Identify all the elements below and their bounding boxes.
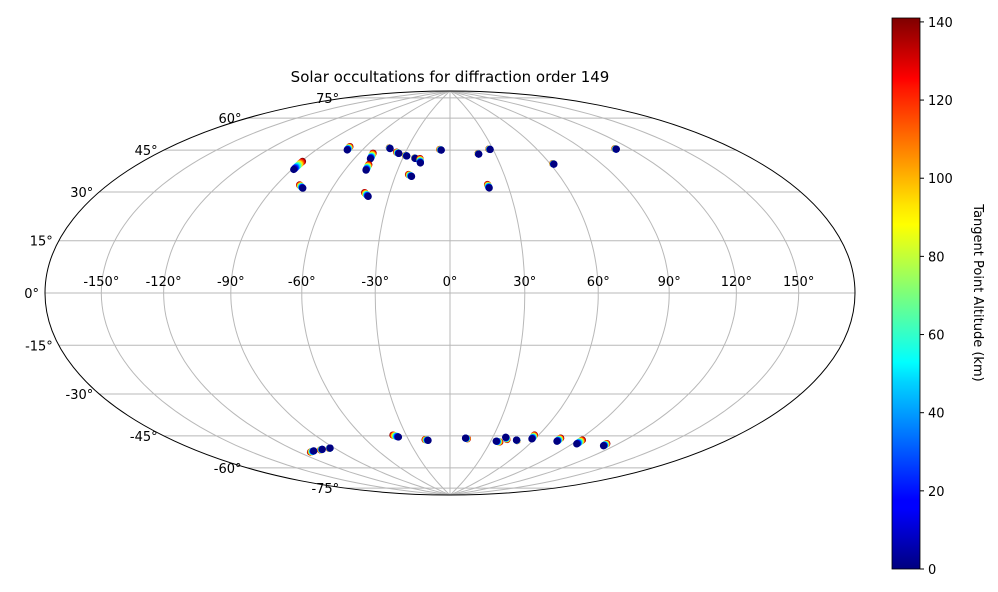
lat-tick-label: 45° <box>135 144 158 159</box>
occultation-point <box>612 145 620 153</box>
lon-tick-label: 90° <box>658 275 681 290</box>
lat-tick-label: 15° <box>30 235 53 250</box>
occultation-point <box>599 442 608 450</box>
lat-tick-label: 60° <box>218 112 241 127</box>
chart-title: Solar occultations for diffraction order… <box>291 68 610 86</box>
lat-tick-label: -15° <box>25 339 53 354</box>
lon-tick-label: 0° <box>443 275 458 290</box>
lat-tick-label: -60° <box>214 462 242 477</box>
colorbar-tick-label: 80 <box>928 250 945 265</box>
grid-meridian <box>449 91 737 495</box>
lon-tick-label: -90° <box>217 275 245 290</box>
occultation-point <box>290 165 298 174</box>
occultation-point <box>461 434 470 442</box>
occultation-point <box>394 433 403 441</box>
occultation-point <box>437 146 445 154</box>
occultation-point <box>318 445 326 453</box>
occultation-point <box>403 152 411 160</box>
lon-tick-label: 150° <box>783 275 814 290</box>
lat-tick-label: -75° <box>311 482 339 497</box>
lon-tick-label: -150° <box>83 275 119 290</box>
lat-tick-label: -45° <box>130 430 158 445</box>
occultation-point <box>299 184 307 192</box>
occultation-point <box>550 160 558 168</box>
grid-meridian <box>449 91 800 495</box>
occultation-point <box>366 155 374 163</box>
occultation-point <box>386 145 394 153</box>
lon-tick-label: -120° <box>146 275 182 290</box>
occultation-point <box>326 444 334 452</box>
data-points <box>290 143 620 456</box>
graticule <box>45 91 855 495</box>
lon-tick-label: 120° <box>721 275 752 290</box>
colorbar-tick-label: 0 <box>928 563 936 578</box>
colorbar-label: Tangent Point Altitude (km) <box>970 203 985 381</box>
occultation-point <box>424 436 432 444</box>
occultation-point <box>502 433 510 441</box>
occultation-point <box>362 166 370 174</box>
occultation-point <box>528 435 536 443</box>
lon-tick-label: -30° <box>361 275 389 290</box>
longitude-tick-labels: -150° -120° -90° -60° -30° 0° 30° 60° 90° 120° 150… <box>83 275 814 290</box>
colorbar-tick-label: 100 <box>928 172 953 187</box>
grid-meridian <box>449 91 670 495</box>
colorbar-tick-label: 60 <box>928 329 945 344</box>
grid-meridian <box>301 91 451 495</box>
lat-tick-label: 75° <box>316 92 339 107</box>
lat-tick-label: -30° <box>66 388 94 403</box>
colorbar-tick-label: 120 <box>928 94 953 109</box>
occultation-point <box>512 436 521 444</box>
occultation-point <box>364 192 372 200</box>
lon-tick-label: -60° <box>288 275 316 290</box>
occultation-point <box>395 149 403 157</box>
grid-meridian <box>374 91 451 495</box>
occultation-point <box>408 172 416 180</box>
occultation-point <box>492 437 500 445</box>
occultation-point <box>475 150 483 158</box>
lon-tick-label: 30° <box>513 275 536 290</box>
colorbar-tick-label: 40 <box>928 407 945 422</box>
grid-meridian <box>163 91 451 495</box>
occultation-point <box>310 447 318 455</box>
map-boundary <box>44 90 856 496</box>
occultation-point <box>486 145 494 154</box>
latitude-tick-labels: 75° 60° 45° 30° 15° 0° -15° -30° -45° -60° -75° <box>24 92 339 497</box>
occultation-point <box>416 159 424 167</box>
occultation-point <box>553 437 561 445</box>
grid-meridian <box>100 91 451 495</box>
colorbar <box>891 17 921 570</box>
colorbar-tick-label: 140 <box>928 16 953 31</box>
grid-meridian <box>230 91 451 495</box>
colorbar-ticks: 0 20 40 60 80 100 120 140 <box>920 16 953 578</box>
lat-tick-label: 30° <box>70 186 93 201</box>
occultation-point <box>485 184 493 192</box>
lon-tick-label: 60° <box>587 275 610 290</box>
occultation-point <box>573 440 581 448</box>
occultation-point <box>343 146 351 154</box>
lat-tick-label: 0° <box>24 287 39 302</box>
colorbar-tick-label: 20 <box>928 485 945 500</box>
